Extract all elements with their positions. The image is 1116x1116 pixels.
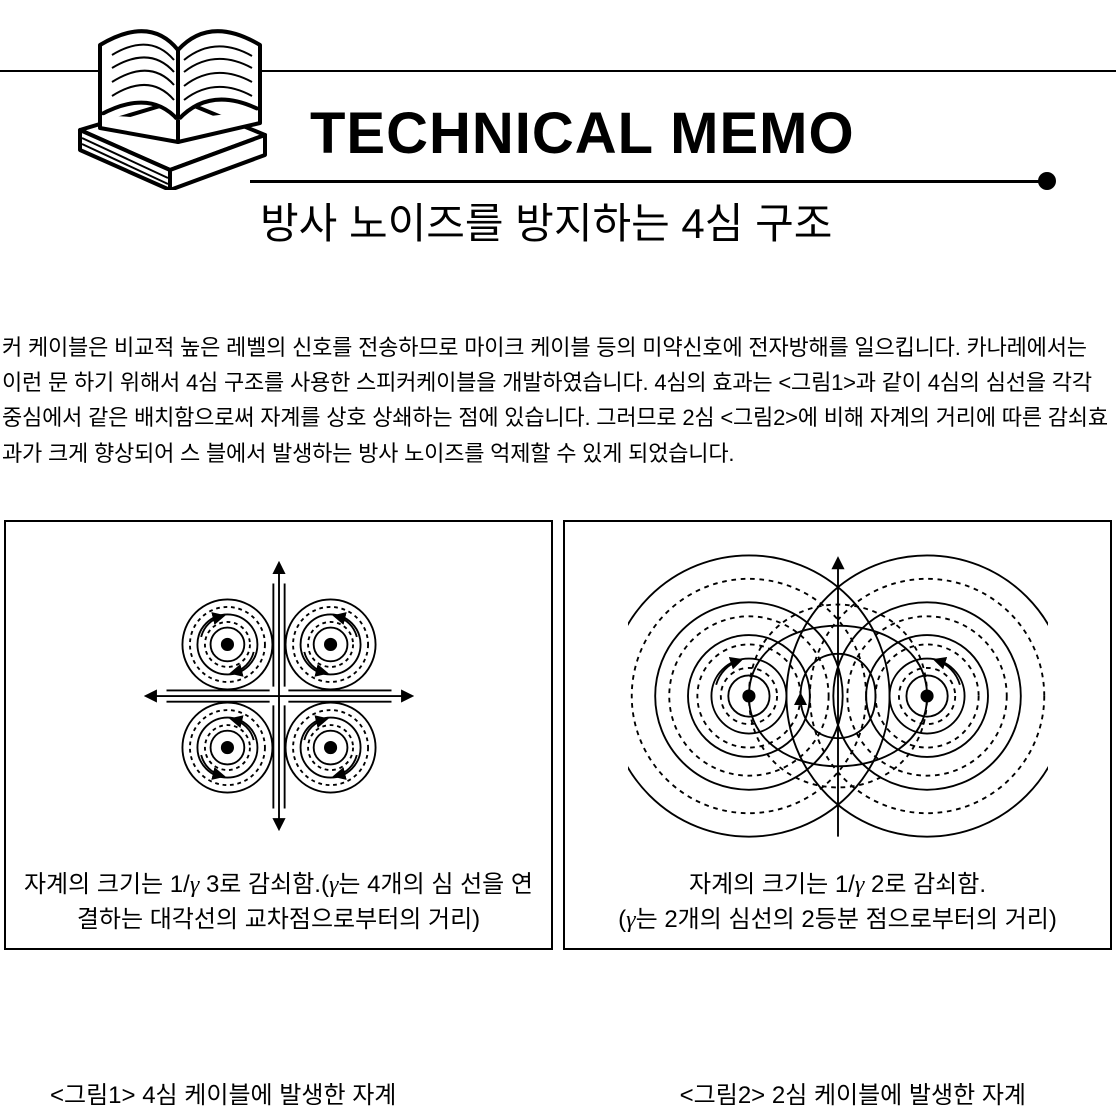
title-dot [1038,172,1056,190]
fig2-formula-exp: 2로 감쇠함. [864,871,986,898]
figure1-diagram [16,536,541,856]
gamma-symbol: γ [626,907,635,933]
title-ko: 방사 노이즈를 방지하는 4심 구조 [260,190,832,251]
diagrams-row: 자계의 크기는 1/γ 3로 감쇠함.(γ는 4개의 심 선을 연결하는 대각선… [0,520,1116,950]
figure1-title: <그림1> 4심 케이블에 발생한 자계 [50,1075,396,1110]
fig2-note-prefix: ( [618,906,626,933]
title-underline [250,180,1046,183]
figure2-panel: 자계의 크기는 1/γ 2로 감쇠함. (γ는 2개의 심선의 2등분 점으로부… [563,520,1112,950]
open-book-icon [60,10,290,190]
figure2-title: <그림2> 2심 케이블에 발생한 자계 [680,1075,1026,1110]
gamma-symbol: γ [329,872,338,898]
title-en: TECHNICAL MEMO [310,100,855,167]
body-paragraph: 커 케이블은 비교적 높은 레벨의 신호를 전송하므로 마이크 케이블 등의 미… [0,330,1116,471]
fig2-formula-prefix: 자계의 크기는 1/ [689,871,855,898]
fig1-formula-prefix: 자계의 크기는 1/ [24,871,190,898]
figure1-panel: 자계의 크기는 1/γ 3로 감쇠함.(γ는 4개의 심 선을 연결하는 대각선… [4,520,553,950]
figure1-caption: 자계의 크기는 1/γ 3로 감쇠함.(γ는 4개의 심 선을 연결하는 대각선… [16,868,541,938]
header: TECHNICAL MEMO 방사 노이즈를 방지하는 4심 구조 [0,0,1116,20]
figure2-diagram [575,536,1100,856]
figure2-caption: 자계의 크기는 1/γ 2로 감쇠함. (γ는 2개의 심선의 2등분 점으로부… [612,868,1063,938]
gamma-symbol: γ [855,872,864,898]
gamma-symbol: γ [190,872,199,898]
fig1-formula-exp: 3로 감쇠함.( [199,871,329,898]
fig2-note: 는 2개의 심선의 2등분 점으로부터의 거리) [636,906,1057,933]
